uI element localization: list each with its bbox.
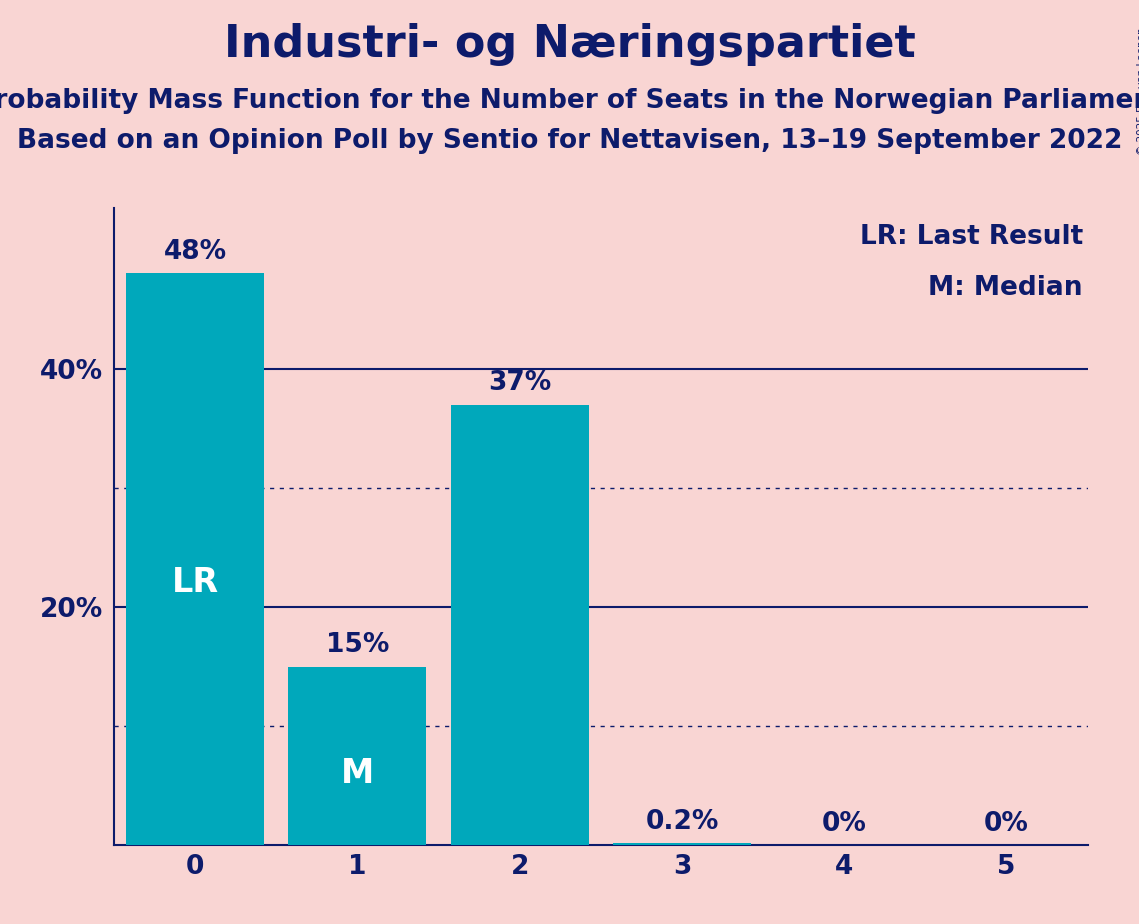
- Bar: [126, 274, 264, 845]
- Bar: [613, 843, 751, 845]
- Bar: [451, 405, 589, 845]
- Bar: [288, 667, 426, 845]
- Text: LR: Last Result: LR: Last Result: [860, 224, 1083, 249]
- Text: 0.2%: 0.2%: [646, 808, 719, 834]
- Text: Industri- og Næringspartiet: Industri- og Næringspartiet: [223, 23, 916, 67]
- Text: Based on an Opinion Poll by Sentio for Nettavisen, 13–19 September 2022: Based on an Opinion Poll by Sentio for N…: [17, 128, 1122, 153]
- Text: 48%: 48%: [164, 239, 227, 265]
- Text: 0%: 0%: [984, 811, 1029, 837]
- Text: © 2025 Filip van Laenen: © 2025 Filip van Laenen: [1137, 28, 1139, 155]
- Text: 0%: 0%: [822, 811, 867, 837]
- Text: Probability Mass Function for the Number of Seats in the Norwegian Parliament: Probability Mass Function for the Number…: [0, 88, 1139, 114]
- Text: M: M: [341, 758, 374, 790]
- Text: 15%: 15%: [326, 632, 390, 659]
- Text: M: Median: M: Median: [928, 274, 1083, 301]
- Text: LR: LR: [172, 565, 219, 599]
- Text: 37%: 37%: [487, 371, 551, 396]
